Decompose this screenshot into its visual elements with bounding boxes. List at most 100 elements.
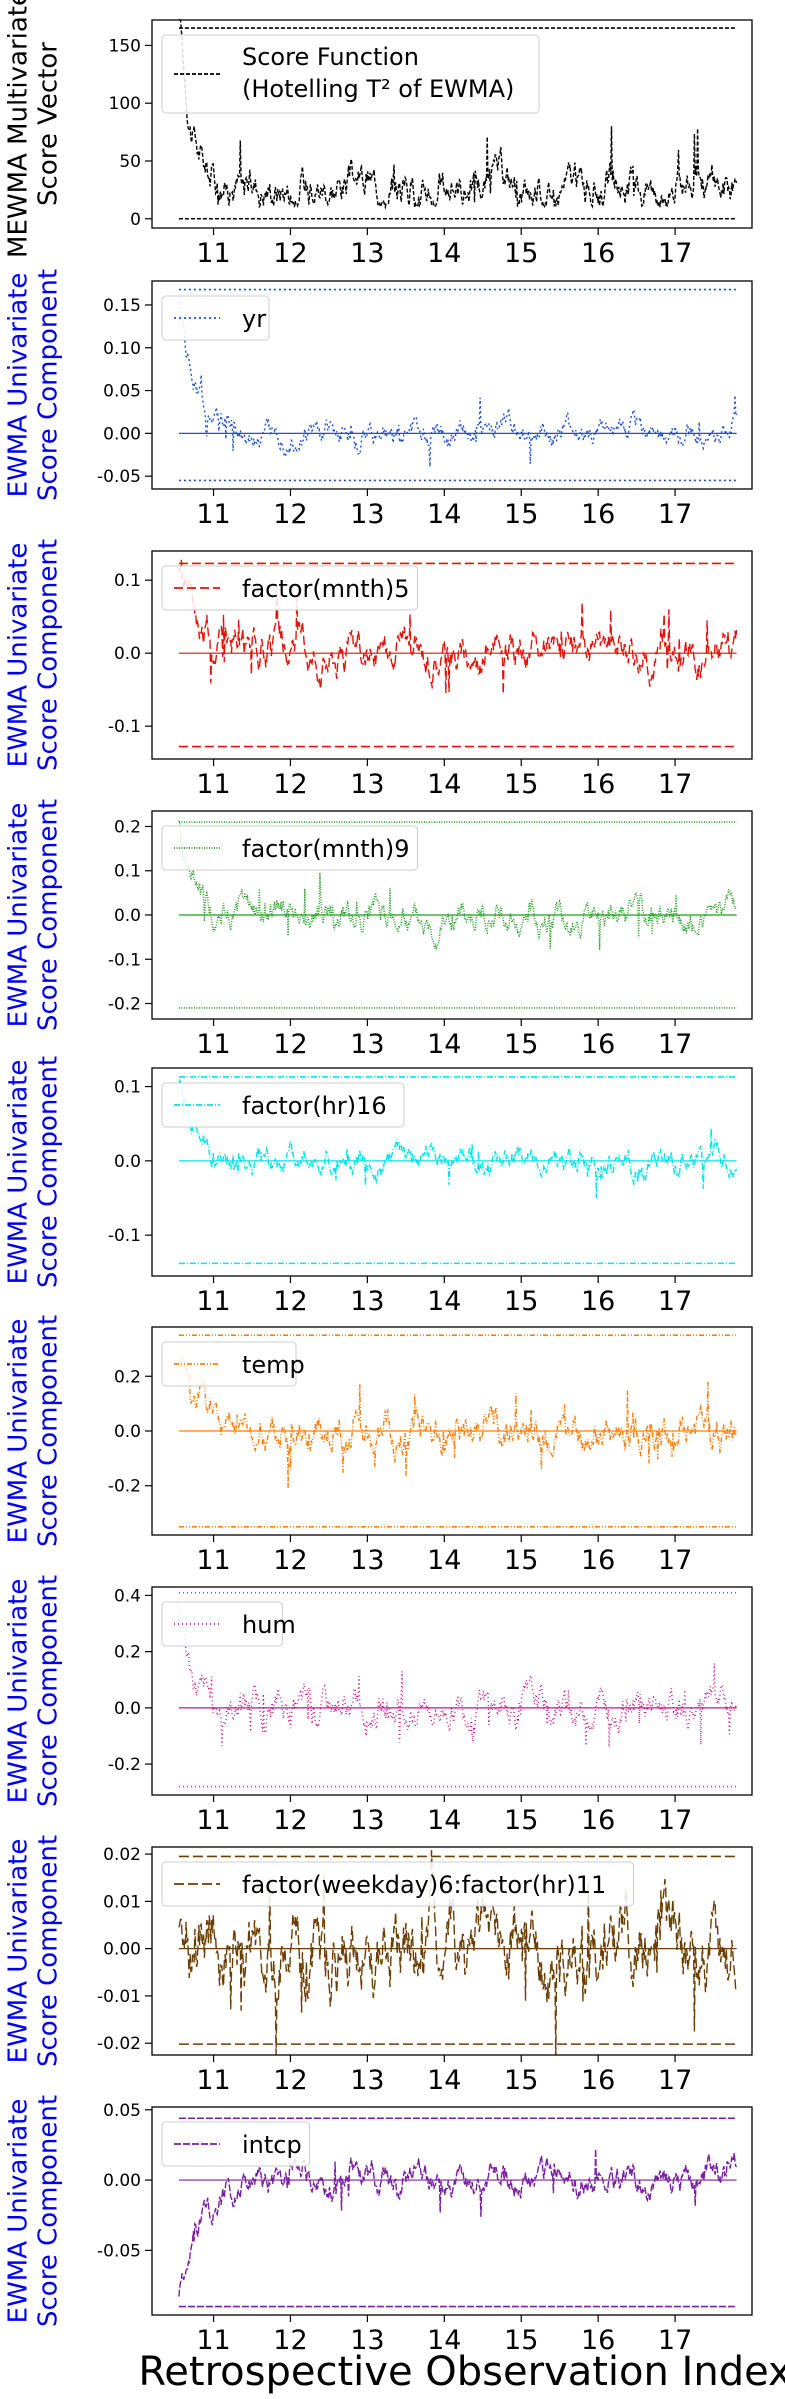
x-tick-label: 15 xyxy=(504,769,538,800)
chart-panel-4: EWMA UnivariateScore Component -0.2 -0.1 0.… xyxy=(4,799,753,1060)
y-tick-label: 0.0 xyxy=(114,1699,141,1719)
x-tick-label: 15 xyxy=(504,2065,538,2096)
legend-label: hum xyxy=(242,1611,296,1639)
plot-frame xyxy=(151,280,753,490)
x-tick-label: 16 xyxy=(581,1029,615,1060)
x-tick-label: 12 xyxy=(273,2065,307,2096)
chart-panel-2: EWMA UnivariateScore Component -0.05 0.00 0… xyxy=(4,269,753,530)
x-tick-label: 11 xyxy=(196,769,230,800)
y-tick-label: 0.02 xyxy=(103,1845,141,1865)
score-trace-line xyxy=(178,559,738,695)
y-axis-label-line: Score Vector xyxy=(34,42,64,206)
x-axis-label: Retrospective Observation Index xyxy=(138,2349,785,2395)
y-axis-label: EWMA UnivariateScore Component xyxy=(4,1056,64,1288)
y-axis-label-line: MEWMA Multivariate xyxy=(4,0,34,258)
x-tick-label: 11 xyxy=(196,238,230,269)
y-axis-label-line: EWMA Univariate xyxy=(4,1060,34,1285)
x-tick-label: 11 xyxy=(196,1805,230,1836)
legend-label: (Hotelling T² of EWMA) xyxy=(242,75,514,103)
score-trace-line xyxy=(178,1078,738,1199)
score-trace-line xyxy=(178,1353,738,1489)
y-tick-label: 0.0 xyxy=(114,1152,141,1172)
x-tick-label: 16 xyxy=(581,238,615,269)
y-tick-label: 0.0 xyxy=(114,644,141,664)
y-tick-label: 0.00 xyxy=(103,1940,141,1960)
legend-box xyxy=(161,34,540,114)
y-tick-label: 0.05 xyxy=(103,382,141,402)
x-tick-label: 16 xyxy=(581,2325,615,2356)
legend-box xyxy=(161,565,418,611)
plot-frame xyxy=(151,19,753,229)
y-tick-label: 0.1 xyxy=(114,862,141,882)
x-tick-label: 17 xyxy=(658,1545,692,1576)
x-tick-label: 14 xyxy=(427,238,461,269)
score-trace-line xyxy=(178,1606,738,1748)
y-tick-label: 0.1 xyxy=(114,1078,141,1098)
legend: factor(weekday)6:factor(hr)11 xyxy=(161,1861,634,1907)
x-tick-label: 17 xyxy=(658,238,692,269)
chart-panel-8: EWMA UnivariateScore Component -0.02 -0.01… xyxy=(4,1835,753,2096)
y-tick-label: 0.00 xyxy=(103,2171,141,2191)
legend-box xyxy=(161,1341,297,1387)
chart-panels: MEWMA MultivariateScore Vector 0 50 100 150 1… xyxy=(4,0,753,2356)
x-tick-label: 16 xyxy=(581,1286,615,1317)
y-tick-label: 0.1 xyxy=(114,571,141,591)
y-tick-label: 0.0 xyxy=(114,906,141,926)
score-trace-line xyxy=(178,19,738,210)
x-tick-label: 13 xyxy=(350,2065,384,2096)
y-axis-label: EWMA UnivariateScore Component xyxy=(4,269,64,501)
y-axis-label-line: EWMA Univariate xyxy=(4,1839,34,2064)
x-tick-label: 12 xyxy=(273,499,307,530)
y-axis-label-line: Score Component xyxy=(34,799,64,1031)
x-tick-label: 11 xyxy=(196,2325,230,2356)
x-tick-label: 13 xyxy=(350,238,384,269)
y-axis-label-line: EWMA Univariate xyxy=(4,273,34,498)
y-tick-label: -0.1 xyxy=(108,717,141,737)
legend: hum xyxy=(161,1601,296,1647)
x-tick-label: 11 xyxy=(196,499,230,530)
y-axis-label-line: EWMA Univariate xyxy=(4,803,34,1028)
y-axis-label: MEWMA MultivariateScore Vector xyxy=(4,0,64,258)
legend: intcp xyxy=(161,2121,310,2167)
x-tick-label: 16 xyxy=(581,1805,615,1836)
x-tick-label: 13 xyxy=(350,2325,384,2356)
x-tick-label: 11 xyxy=(196,1029,230,1060)
legend-box xyxy=(161,1601,283,1647)
legend: factor(mnth)5 xyxy=(161,565,418,611)
score-trace-line xyxy=(178,2148,738,2297)
x-tick-label: 17 xyxy=(658,2325,692,2356)
y-tick-label: -0.01 xyxy=(97,1987,141,2007)
legend: temp xyxy=(161,1341,305,1387)
y-tick-label: 100 xyxy=(109,94,141,114)
y-axis-label: EWMA UnivariateScore Component xyxy=(4,799,64,1031)
y-tick-label: 0.4 xyxy=(114,1586,141,1606)
legend-label: factor(mnth)9 xyxy=(242,835,410,863)
y-axis-label: EWMA UnivariateScore Component xyxy=(4,1835,64,2067)
legend-label: temp xyxy=(242,1351,305,1379)
legend: yr xyxy=(161,295,270,341)
x-tick-label: 14 xyxy=(427,1805,461,1836)
y-tick-label: 0.01 xyxy=(103,1892,141,1912)
y-tick-label: -0.2 xyxy=(108,995,141,1015)
x-tick-label: 13 xyxy=(350,1286,384,1317)
x-tick-label: 13 xyxy=(350,1029,384,1060)
x-tick-label: 14 xyxy=(427,769,461,800)
x-tick-label: 15 xyxy=(504,1029,538,1060)
y-axis-label: EWMA UnivariateScore Component xyxy=(4,1315,64,1547)
x-tick-label: 15 xyxy=(504,499,538,530)
legend: factor(hr)16 xyxy=(161,1082,405,1128)
y-tick-label: 0.15 xyxy=(103,296,141,316)
y-tick-label: 0.00 xyxy=(103,424,141,444)
x-tick-label: 17 xyxy=(658,1029,692,1060)
plot-frame xyxy=(151,810,753,1020)
y-tick-label: -0.05 xyxy=(97,2241,141,2261)
x-tick-label: 11 xyxy=(196,1286,230,1317)
chart-panel-9: EWMA UnivariateScore Component -0.05 0.00 0… xyxy=(4,2095,753,2356)
chart-panel-1: MEWMA MultivariateScore Vector 0 50 100 150 1… xyxy=(4,0,753,269)
x-tick-label: 12 xyxy=(273,1805,307,1836)
chart-panel-3: EWMA UnivariateScore Component -0.1 0.0 0.1… xyxy=(4,539,753,800)
y-axis-label-line: Score Component xyxy=(34,2095,64,2327)
y-tick-label: -0.02 xyxy=(97,2034,141,2054)
chart-panel-7: EWMA UnivariateScore Component -0.2 0.0 0.2… xyxy=(4,1575,753,1836)
